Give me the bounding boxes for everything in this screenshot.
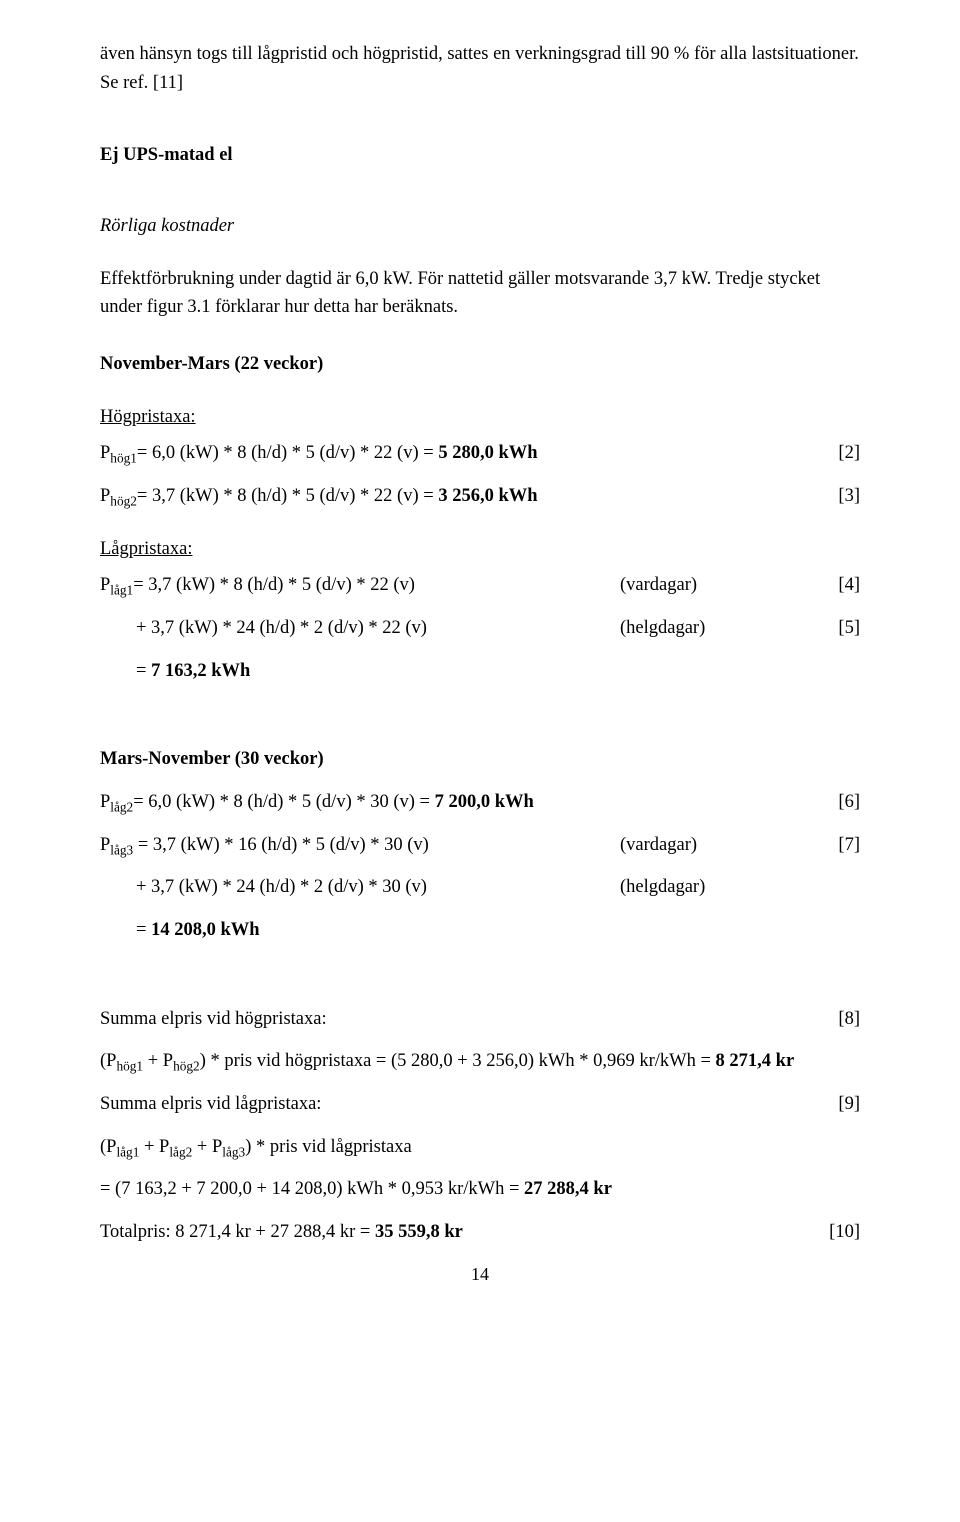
equation-2-ref: [2] [820,439,860,468]
equation-6-ref: [6] [820,788,860,817]
equation-3: Phög2= 3,7 (kW) * 8 (h/d) * 5 (d/v) * 22… [100,482,860,511]
section-nov-mars: November-Mars (22 veckor) [100,350,860,379]
heading-main: Ej UPS-matad el [100,141,860,170]
totalpris-ref: [10] [820,1218,860,1247]
equation-8-mid: (helgdagar) [620,873,820,902]
summa-hog-ref: [8] [820,1005,860,1034]
totalpris-row: Totalpris: 8 271,4 kr + 27 288,4 kr = 35… [100,1218,860,1247]
equation-7-ref: [7] [820,831,860,860]
equation-3-ref: [3] [820,482,860,511]
equation-sum-2: = 14 208,0 kWh [100,916,860,945]
equation-4-lhs: Plåg1= 3,7 (kW) * 8 (h/d) * 5 (d/v) * 22… [100,571,620,600]
equation-7: Plåg3 = 3,7 (kW) * 16 (h/d) * 5 (d/v) * … [100,831,860,860]
equation-4: Plåg1= 3,7 (kW) * 8 (h/d) * 5 (d/v) * 22… [100,571,860,600]
summa-lag-label: Summa elpris vid lågpristaxa: [100,1090,820,1119]
equation-6-lhs: Plåg2= 6,0 (kW) * 8 (h/d) * 5 (d/v) * 30… [100,788,820,817]
equation-5: + 3,7 (kW) * 24 (h/d) * 2 (d/v) * 22 (v)… [100,614,860,643]
equation-5-lhs: + 3,7 (kW) * 24 (h/d) * 2 (d/v) * 22 (v) [100,614,620,643]
label-lagpristaxa: Lågpristaxa: [100,535,860,564]
intro-paragraph: även hänsyn togs till lågpristid och hög… [100,40,860,97]
paragraph-effekt: Effektförbrukning under dagtid är 6,0 kW… [100,265,860,322]
equation-2-lhs: Phög1= 6,0 (kW) * 8 (h/d) * 5 (d/v) * 22… [100,439,820,468]
equation-7-lhs: Plåg3 = 3,7 (kW) * 16 (h/d) * 5 (d/v) * … [100,831,620,860]
equation-2: Phög1= 6,0 (kW) * 8 (h/d) * 5 (d/v) * 22… [100,439,860,468]
equation-4-mid: (vardagar) [620,571,820,600]
section-mars-nov: Mars-November (30 veckor) [100,745,860,774]
equation-3-lhs: Phög2= 3,7 (kW) * 8 (h/d) * 5 (d/v) * 22… [100,482,820,511]
heading-rorliga: Rörliga kostnader [100,212,860,241]
equation-5-ref: [5] [820,614,860,643]
summa-lag-calc: = (7 163,2 + 7 200,0 + 14 208,0) kWh * 0… [100,1175,860,1204]
summa-hog-calc: (Phög1 + Phög2) * pris vid högpristaxa =… [100,1047,860,1076]
summa-lag-ref: [9] [820,1090,860,1119]
equation-7-mid: (vardagar) [620,831,820,860]
equation-sum-1: = 7 163,2 kWh [100,657,860,686]
equation-8: + 3,7 (kW) * 24 (h/d) * 2 (d/v) * 30 (v)… [100,873,860,902]
equation-5-mid: (helgdagar) [620,614,820,643]
summa-hog-label: Summa elpris vid högpristaxa: [100,1005,820,1034]
summa-lag-expr: (Plåg1 + Plåg2 + Plåg3) * pris vid lågpr… [100,1133,860,1162]
equation-6: Plåg2= 6,0 (kW) * 8 (h/d) * 5 (d/v) * 30… [100,788,860,817]
label-hogpristaxa: Högpristaxa: [100,403,860,432]
summa-hog-row: Summa elpris vid högpristaxa: [8] [100,1005,860,1034]
equation-8-lhs: + 3,7 (kW) * 24 (h/d) * 2 (d/v) * 30 (v) [100,873,620,902]
summa-lag-row: Summa elpris vid lågpristaxa: [9] [100,1090,860,1119]
totalpris-lhs: Totalpris: 8 271,4 kr + 27 288,4 kr = 35… [100,1218,820,1247]
page-number: 14 [100,1261,860,1289]
equation-4-ref: [4] [820,571,860,600]
